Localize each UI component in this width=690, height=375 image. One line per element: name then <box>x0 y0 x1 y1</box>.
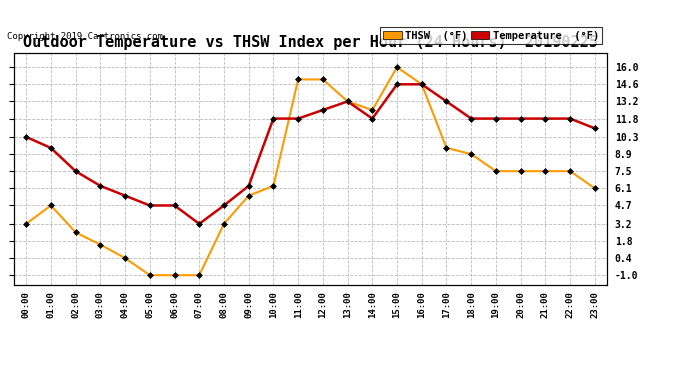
Title: Outdoor Temperature vs THSW Index per Hour (24 Hours)  20190225: Outdoor Temperature vs THSW Index per Ho… <box>23 35 598 50</box>
Text: Copyright 2019 Cartronics.com: Copyright 2019 Cartronics.com <box>7 32 163 41</box>
Legend: THSW  (°F), Temperature  (°F): THSW (°F), Temperature (°F) <box>380 27 602 44</box>
